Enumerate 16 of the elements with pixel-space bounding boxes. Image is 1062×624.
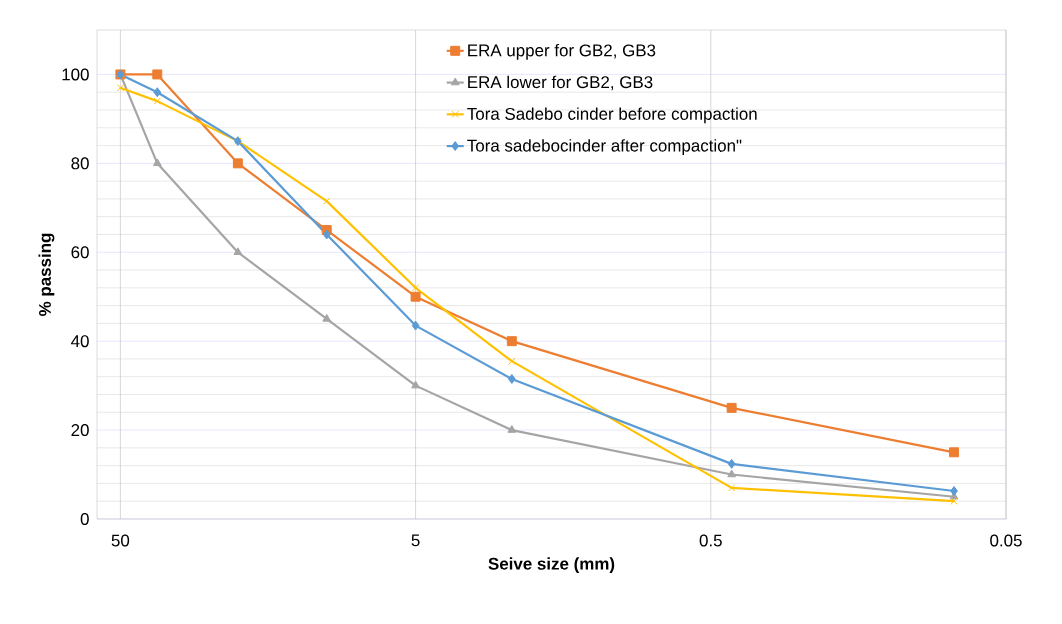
y-tick-label: 20: [71, 424, 89, 437]
y-tick-label: 100: [62, 68, 89, 81]
legend-label: ERA lower for GB2, GB3: [468, 75, 653, 91]
legend-label: Tora sadebocinder after compaction": [467, 139, 742, 155]
y-axis-title: % passing: [38, 233, 55, 316]
y-tick-label: 80: [71, 157, 89, 170]
x-tick-label: 50: [111, 534, 130, 547]
y-tick-label: 0: [80, 512, 89, 525]
legend-label: Tora Sadebo cinder before compaction: [467, 107, 757, 124]
y-tick-label: 40: [71, 335, 89, 348]
x-axis-title: Seive size (mm): [488, 557, 615, 574]
x-tick-label: 0.05: [990, 534, 1022, 547]
y-tick-label: 60: [71, 246, 89, 259]
x-tick-label: 5: [411, 534, 420, 547]
legend-label: ERA upper for GB2, GB3: [468, 43, 656, 60]
x-tick-label: 0.5: [699, 534, 722, 547]
